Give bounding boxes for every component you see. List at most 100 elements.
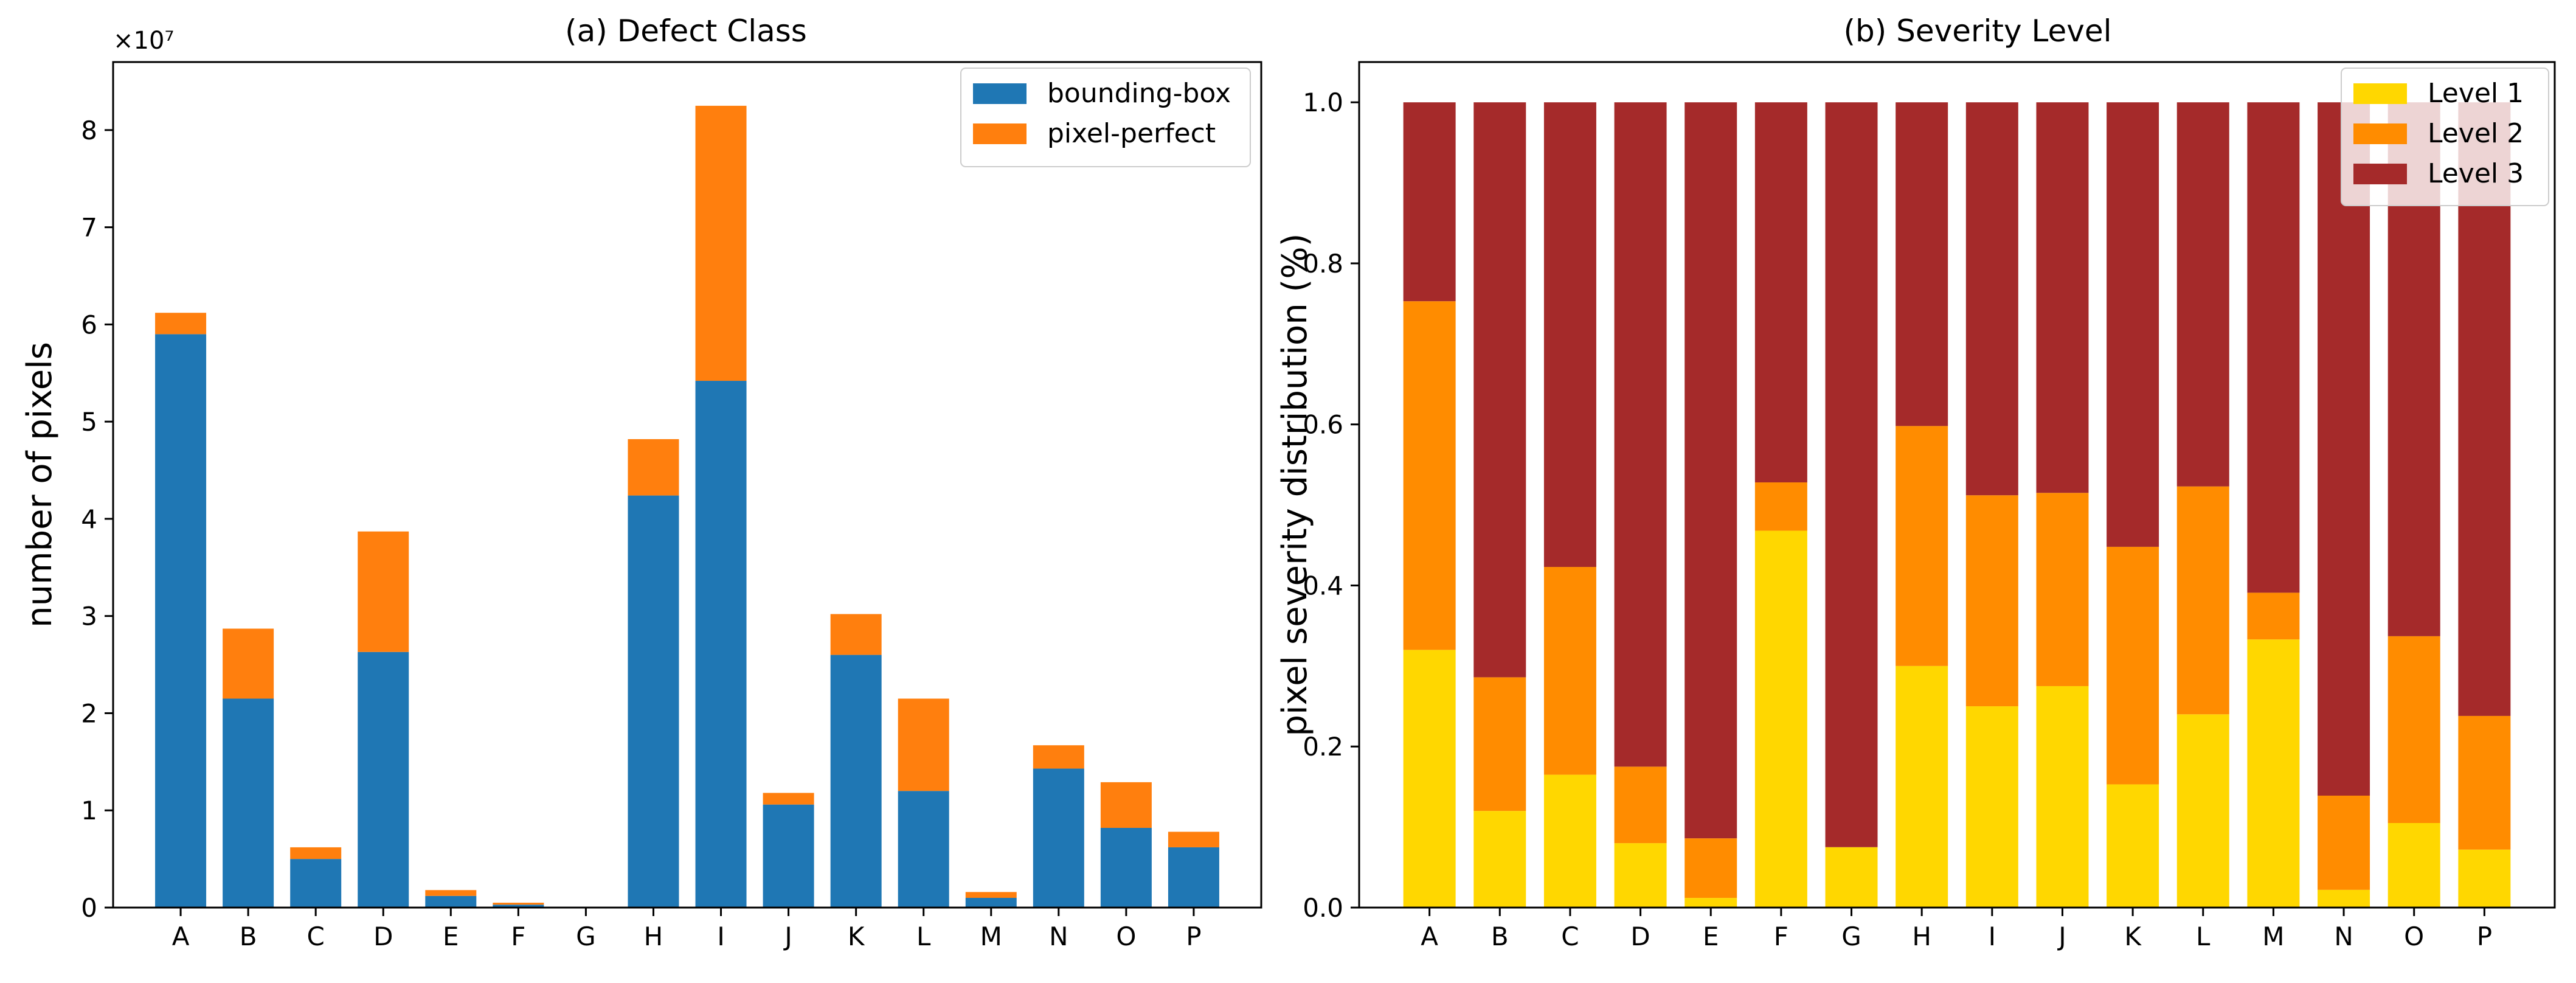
x-tick-label: F — [1774, 922, 1788, 951]
x-tick-label: E — [1703, 922, 1719, 951]
x-tick-label: D — [373, 922, 393, 951]
y-tick-label: 3 — [81, 602, 97, 631]
bar-level-1-a — [1403, 650, 1456, 908]
bar-pixel-perfect-e — [425, 890, 477, 896]
bar-bounding-box-k — [830, 655, 882, 908]
x-tick-label: H — [1912, 922, 1931, 951]
y-tick-label: 1.0 — [1303, 88, 1343, 117]
bar-pixel-perfect-b — [223, 628, 274, 699]
y-tick-label: 0.0 — [1303, 893, 1343, 923]
x-tick-label: C — [1561, 922, 1579, 951]
chart-severity-level: (b) Severity Level pixel severity distri… — [1275, 13, 2556, 951]
bar-level-3-n — [2318, 102, 2370, 796]
bar-bounding-box-c — [290, 859, 342, 908]
bar-pixel-perfect-c — [290, 847, 342, 860]
legend-box — [960, 68, 1251, 167]
bar-level-3-j — [2036, 102, 2089, 493]
bar-level-2-i — [1965, 495, 2018, 707]
bar-pixel-perfect-m — [965, 892, 1017, 898]
x-tick-label: N — [1049, 922, 1068, 951]
x-tick-label: L — [2196, 922, 2211, 951]
bar-level-2-c — [1543, 567, 1596, 775]
bar-bounding-box-j — [763, 804, 814, 908]
x-tick-label: P — [2477, 922, 2492, 951]
bar-level-2-b — [1473, 677, 1526, 811]
bar-level-1-m — [2247, 639, 2300, 908]
legend-label-level-3: Level 3 — [2428, 158, 2524, 189]
legend: bounding-box pixel-perfect — [960, 68, 1251, 167]
legend-label-bounding-box: bounding-box — [1047, 78, 1231, 109]
bar-bounding-box-o — [1100, 827, 1152, 908]
y-tick-label: 0.2 — [1303, 732, 1343, 762]
bar-level-1-p — [2458, 849, 2511, 908]
chart-defect-class: (a) Defect Class ×10⁷ number of pixels 0… — [20, 13, 1262, 951]
y-tick-label: 1 — [81, 796, 97, 825]
x-tick-label: J — [783, 922, 792, 951]
bar-bounding-box-h — [628, 495, 679, 908]
bar-level-3-h — [1896, 102, 1948, 426]
legend-swatch-pixel-perfect — [973, 123, 1027, 144]
y-scale-label: ×10⁷ — [113, 27, 174, 55]
bar-pixel-perfect-i — [695, 105, 747, 381]
legend-label-level-2: Level 2 — [2428, 118, 2524, 149]
legend-swatch-level-2 — [2353, 123, 2407, 144]
bar-pixel-perfect-a — [155, 313, 207, 335]
bar-pixel-perfect-o — [1100, 782, 1152, 828]
x-tick-label: I — [1989, 922, 1996, 951]
y-axis-label: pixel severity distribution (%) — [1275, 234, 1315, 737]
legend-label-level-1: Level 1 — [2428, 78, 2524, 109]
legend-swatch-level-1 — [2353, 83, 2407, 104]
x-tick-label: D — [1630, 922, 1650, 951]
x-tick-label: A — [172, 922, 190, 951]
bar-level-2-j — [2036, 493, 2089, 686]
bar-pixel-perfect-n — [1033, 745, 1084, 769]
bar-pixel-perfect-h — [628, 439, 679, 496]
x-tick-label: B — [1491, 922, 1509, 951]
x-tick-label: K — [2124, 922, 2142, 951]
bar-level-1-f — [1754, 530, 1807, 908]
bar-pixel-perfect-p — [1168, 832, 1219, 847]
bar-level-3-b — [1473, 102, 1526, 678]
bar-bounding-box-l — [898, 791, 949, 908]
y-tick-label: 2 — [81, 698, 97, 728]
legend-swatch-bounding-box — [973, 83, 1027, 104]
bar-level-1-n — [2318, 889, 2370, 908]
bar-pixel-perfect-k — [830, 614, 882, 655]
bar-level-3-a — [1403, 102, 1456, 302]
x-tick-label: M — [2262, 922, 2284, 951]
bar-bounding-box-e — [425, 895, 477, 908]
bar-level-3-c — [1543, 102, 1596, 568]
bar-pixel-perfect-l — [898, 698, 949, 791]
chart-title: (a) Defect Class — [565, 13, 807, 49]
y-axis-label: number of pixels — [20, 342, 60, 628]
x-tick-label: E — [443, 922, 459, 951]
x-tick-label: I — [717, 922, 724, 951]
y-tick-label: 4 — [81, 504, 97, 534]
bar-level-3-g — [1825, 102, 1878, 847]
bar-level-2-l — [2176, 486, 2229, 715]
x-tick-label: H — [644, 922, 663, 951]
y-tick-label: 0.4 — [1303, 571, 1343, 600]
x-tick-label: G — [1841, 922, 1861, 951]
bar-pixel-perfect-d — [358, 531, 409, 652]
axes-frame — [1358, 61, 2556, 909]
bar-level-3-d — [1614, 102, 1667, 767]
legend-label-pixel-perfect: pixel-perfect — [1047, 118, 1216, 149]
legend-swatch-level-3 — [2353, 164, 2407, 184]
axes-frame — [112, 61, 1262, 909]
x-tick-label: L — [916, 922, 931, 951]
bar-bounding-box-a — [155, 334, 207, 908]
bar-bounding-box-p — [1168, 847, 1219, 908]
bar-level-2-f — [1754, 482, 1807, 531]
x-tick-label: F — [511, 922, 525, 951]
y-tick-label: 6 — [81, 310, 97, 339]
bar-level-1-l — [2176, 714, 2229, 908]
x-tick-label: J — [2057, 922, 2066, 951]
bar-bounding-box-f — [493, 905, 544, 908]
bar-level-1-o — [2387, 823, 2440, 908]
y-tick-label: 5 — [81, 407, 97, 437]
bar-level-2-d — [1614, 766, 1667, 844]
bar-pixel-perfect-j — [763, 793, 814, 805]
y-tick-label: 8 — [81, 116, 97, 145]
bar-bounding-box-b — [223, 698, 274, 908]
